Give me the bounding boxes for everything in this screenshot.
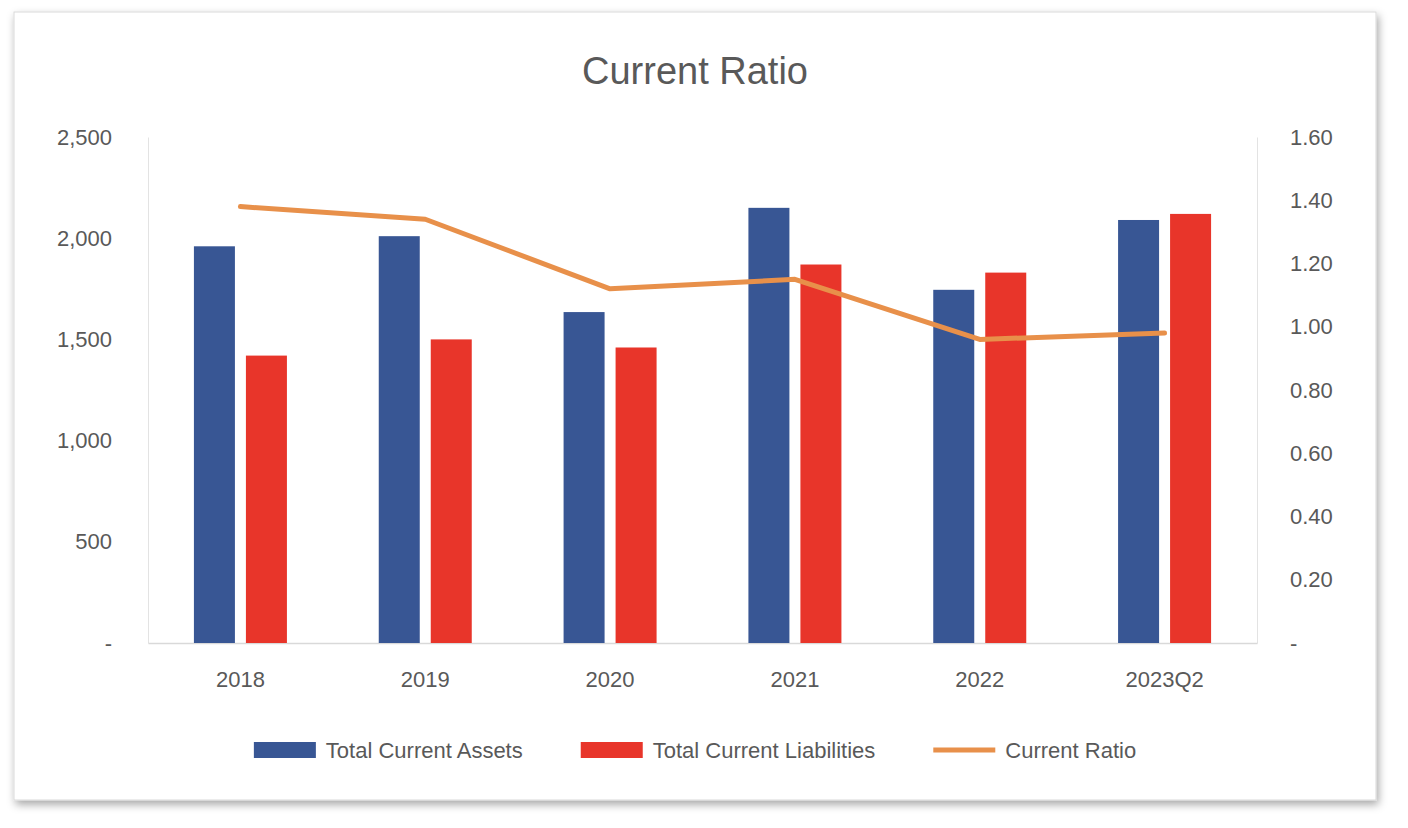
y-axis-tick-label: 2,500 [57,125,112,150]
chart-card [14,12,1376,800]
x-axis-line [149,643,1258,645]
y2-axis-tick-label: 1.40 [1290,188,1333,213]
bar [1118,220,1159,643]
legend-label: Total Current Assets [326,738,523,763]
y2-axis-tick: 0.40 [1257,504,1333,529]
bar [246,356,287,643]
y-axis-tick: 2,500 [57,125,148,150]
bar [616,347,657,643]
legend-swatch [933,748,995,753]
y2-axis-tick: 0.20 [1257,567,1333,592]
y2-axis-tick: 0.80 [1257,378,1333,403]
y2-axis-tick: 1.00 [1257,314,1333,339]
legend-entry: Total Current Assets [254,738,523,763]
x-axis-tick-label: 2023Q2 [1125,667,1203,692]
legend-entry: Total Current Liabilities [581,738,876,763]
y2-axis-tick: 1.60 [1257,125,1333,150]
bar [1170,214,1211,643]
y2-axis: - 0.20 0.40 0.60 0.80 1.00 1.20 1.40 1.60 [1257,125,1333,656]
y2-axis-line [1257,138,1258,644]
y2-axis-tick-label: 0.60 [1290,441,1333,466]
bar [194,246,235,643]
x-axis-tick: 2022 [955,643,1004,692]
plot-marks [194,207,1211,643]
y-axis-tick-label: 2,000 [57,226,112,251]
bar-series [246,214,1211,643]
y2-axis-tick-label: 0.20 [1290,567,1333,592]
x-axis-tick-label: 2018 [216,667,265,692]
bar [379,236,420,643]
y2-axis-tick: 0.60 [1257,441,1333,466]
y-axis-tick-label: - [105,631,112,656]
y2-axis-tick-label: 1.60 [1290,125,1333,150]
legend-entry: Current Ratio [933,738,1136,763]
bar [748,208,789,643]
x-axis-tick: 2019 [401,643,450,692]
y2-axis-tick: - [1257,631,1297,656]
x-axis-tick-label: 2021 [770,667,819,692]
y-axis-tick-label: 1,000 [57,428,112,453]
bar [431,339,472,643]
y2-axis-tick: 1.40 [1257,188,1333,213]
y-axis-tick: - [105,631,148,656]
x-axis-tick: 2021 [770,643,819,692]
legend-swatch [254,742,316,758]
y2-axis-tick-label: - [1290,631,1297,656]
y2-axis-tick-label: 0.40 [1290,504,1333,529]
y-axis-tick: 2,000 [57,226,148,251]
x-axis-tick: 2018 [216,643,265,692]
chart-title: Current Ratio [582,50,808,92]
bar [985,273,1026,643]
x-axis-tick-label: 2020 [586,667,635,692]
chart-svg: Current Ratio - 500 1,000 1,500 2,000 2,500 - 0.… [0,0,1408,828]
y2-axis-tick-label: 1.20 [1290,251,1333,276]
x-axis-tick-label: 2022 [955,667,1004,692]
y-axis-line [148,138,149,644]
bar-series [194,208,1159,643]
y2-axis-tick-label: 1.00 [1290,314,1333,339]
bar [800,265,841,643]
legend-label: Total Current Liabilities [653,738,876,763]
legend: Total Current Assets Total Current Liabil… [254,738,1136,763]
bar [933,290,974,643]
x-axis: 2018 2019 2020 2021 2022 2023Q2 [149,643,1258,692]
x-axis-tick-label: 2019 [401,667,450,692]
line [240,207,1164,340]
x-axis-tick: 2023Q2 [1125,643,1203,692]
legend-swatch [581,742,643,758]
y-axis-tick-label: 1,500 [57,327,112,352]
y2-axis-tick-label: 0.80 [1290,378,1333,403]
x-axis-tick: 2020 [586,643,635,692]
bar [564,312,605,643]
y-axis-tick: 1,500 [57,327,148,352]
y-axis-tick: 500 [75,529,148,554]
legend-label: Current Ratio [1005,738,1136,763]
y2-axis-tick: 1.20 [1257,251,1333,276]
y-axis: - 500 1,000 1,500 2,000 2,500 [57,125,149,656]
y-axis-tick: 1,000 [57,428,148,453]
y-axis-tick-label: 500 [75,529,112,554]
